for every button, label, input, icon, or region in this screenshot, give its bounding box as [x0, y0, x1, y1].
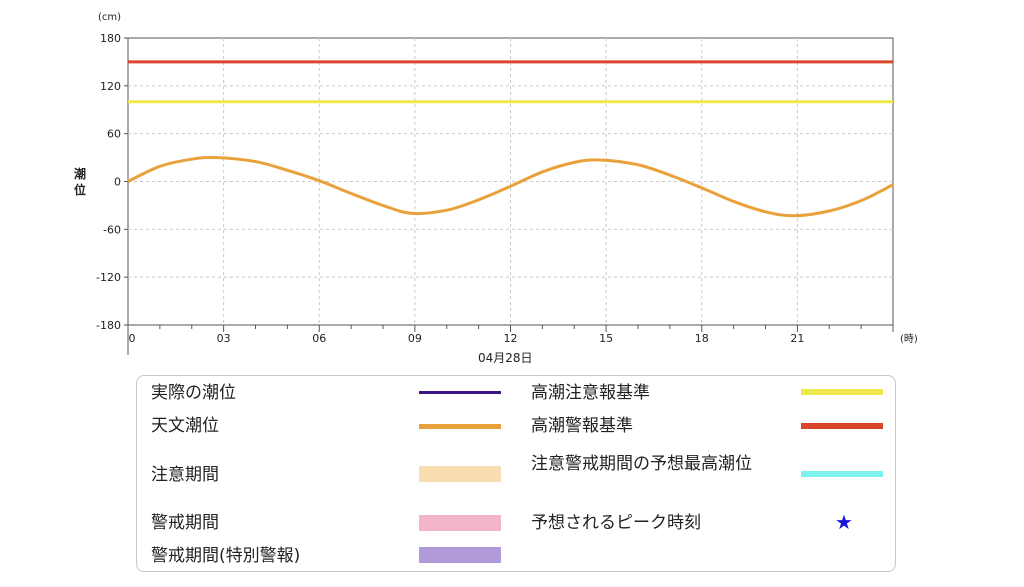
y-tick-label: 60 [107, 128, 121, 141]
y-tick-label: 120 [100, 80, 121, 93]
y-tick-label: -180 [96, 319, 121, 332]
legend-label-warning-period: 警戒期間 [151, 513, 219, 533]
x-tick-label: 12 [504, 332, 518, 345]
x-tick-label: 09 [408, 332, 422, 345]
legend-swatch-caution-criterion [801, 389, 883, 395]
series-line [127, 155, 894, 218]
tide-chart: 180 120 60 0 -60 -120 -180 0 03 06 09 12 15 18 21 [96, 32, 894, 355]
x-tick-label: 18 [695, 332, 709, 345]
legend-label-special-warning-period: 警戒期間(特別警報) [151, 546, 301, 566]
x-tick-label: 0 [129, 332, 136, 345]
legend-label-caution-criterion: 高潮注意報基準 [531, 383, 650, 403]
x-tick-label: 06 [312, 332, 326, 345]
legend-label-caution-period: 注意期間 [151, 465, 219, 485]
x-tick-label: 03 [217, 332, 231, 345]
legend-swatch-caution-period [419, 466, 501, 482]
legend-swatch-astronomical-tide [419, 424, 501, 429]
y-unit-label: (cm) [98, 12, 122, 23]
legend-label-peak-time: 予想されるピーク時刻 [531, 513, 701, 533]
legend-swatch-special-warning-period [419, 547, 501, 563]
legend-label-actual-tide: 実際の潮位 [151, 383, 236, 403]
legend-label-warning-criterion: 高潮警報基準 [531, 416, 633, 436]
legend-swatch-warning-criterion [801, 423, 883, 429]
x-tick-label: 15 [599, 332, 613, 345]
legend: 実際の潮位 天文潮位 注意期間 警戒期間 警戒期間(特別警報) 高潮注意報基準 … [136, 375, 896, 572]
star-icon: ★ [835, 510, 853, 534]
y-axis-label: 潮位 [73, 167, 86, 197]
legend-label-predicted-max-tide: 注意警戒期間の予想最高潮位 [531, 454, 752, 474]
date-label: 04月28日 [478, 351, 533, 365]
x-unit-label: (時) [900, 334, 918, 345]
legend-label-astronomical-tide: 天文潮位 [151, 416, 219, 436]
y-tick-label: 0 [114, 176, 121, 189]
y-tick-label: -120 [96, 271, 121, 284]
legend-swatch-warning-period [419, 515, 501, 531]
y-tick-label: -60 [103, 223, 121, 236]
y-tick-label: 180 [100, 32, 121, 45]
legend-swatch-predicted-max-tide [801, 471, 883, 477]
legend-swatch-actual-tide [419, 391, 501, 394]
x-tick-label: 21 [790, 332, 804, 345]
